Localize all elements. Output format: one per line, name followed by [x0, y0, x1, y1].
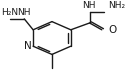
Text: O: O [108, 25, 117, 35]
Text: N: N [24, 41, 31, 51]
Text: NH₂: NH₂ [108, 1, 126, 10]
Text: NH: NH [82, 1, 95, 10]
Text: NH: NH [18, 8, 31, 17]
Text: H₂N: H₂N [1, 8, 18, 17]
